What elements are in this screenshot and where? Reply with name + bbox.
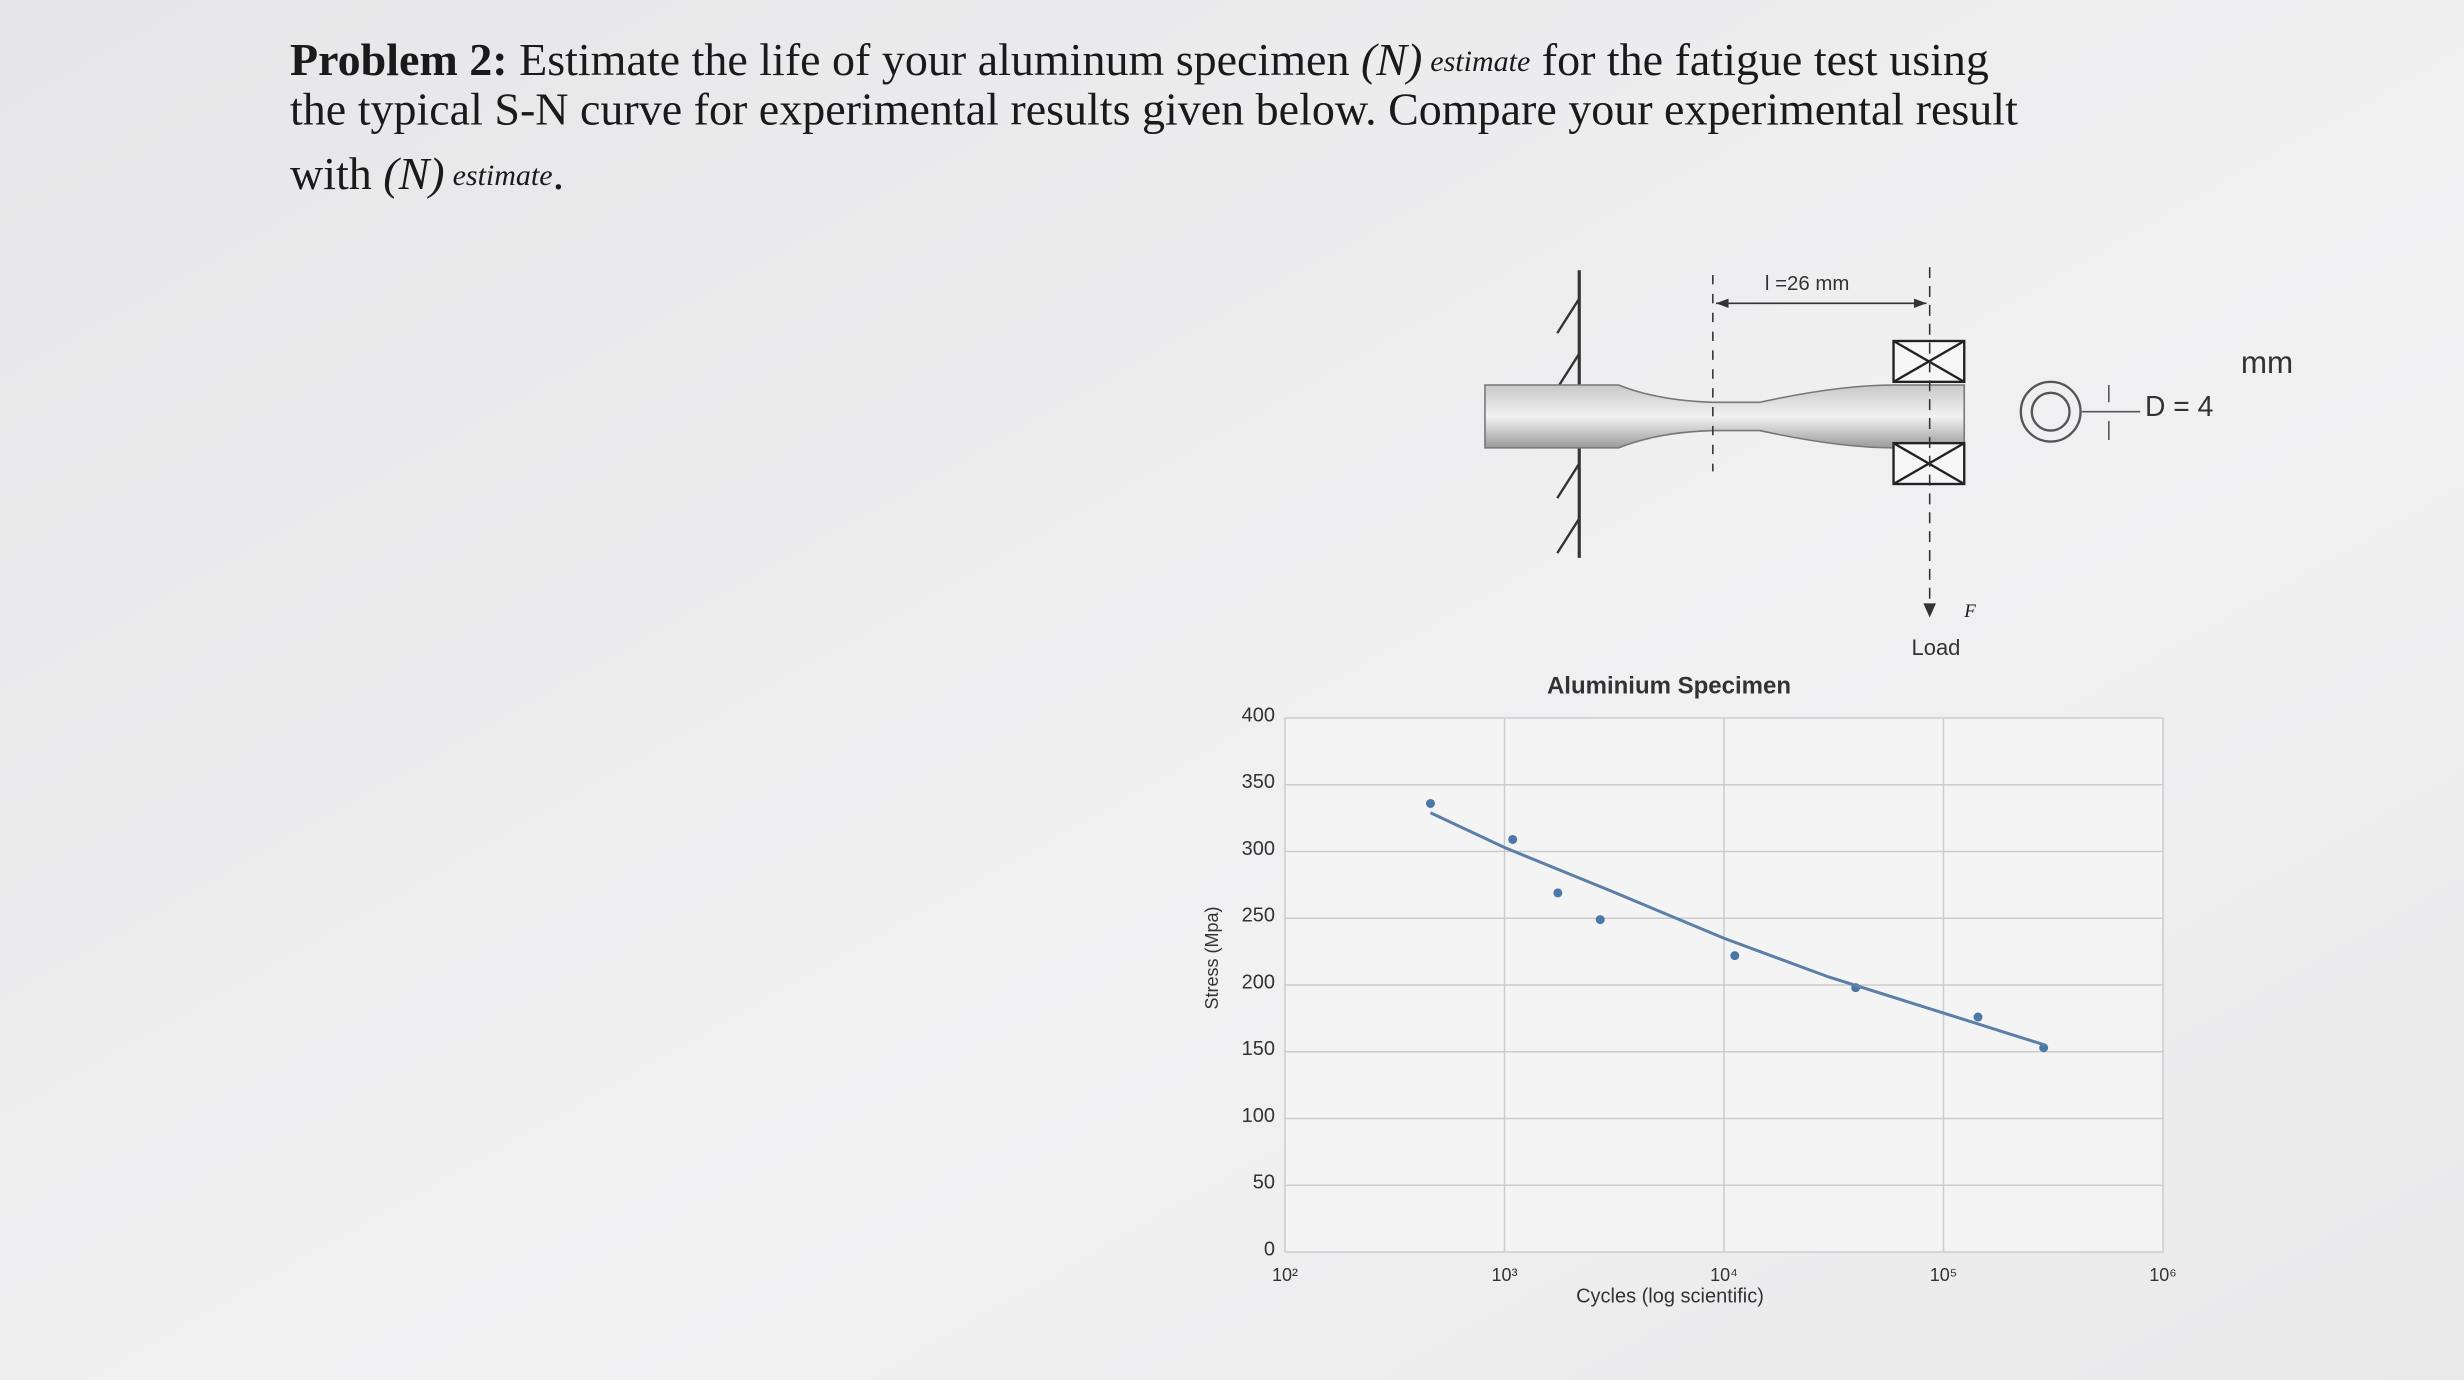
subscript: estimate (453, 159, 553, 192)
trend-line (1429, 811, 2046, 1047)
symbol: (N) (383, 148, 444, 199)
y-tick-label: 50 (1253, 1172, 1275, 1194)
x-tick-label: 10⁴ (1710, 1265, 1738, 1285)
x-tick-label: 10⁵ (1930, 1265, 1957, 1285)
problem-line: the typical S-N curve for experimental r… (290, 84, 2018, 135)
problem-line: Problem 2: Estimate the life of your alu… (290, 34, 1989, 85)
data-point (1595, 915, 1605, 925)
text: . (553, 148, 565, 199)
text: with (290, 148, 383, 199)
data-point (1730, 951, 1740, 961)
force-label: F (1963, 601, 1976, 622)
chart: 0 50 100 150 200 250 300 350 400 10² 10³ 10⁴ 10⁵ 10⁶ A… (1202, 672, 2177, 1307)
y-tick-label: 200 (1242, 971, 1275, 993)
data-point (1425, 798, 1435, 808)
diameter-label: D = 4 (2145, 390, 2213, 422)
subscript: estimate (1430, 45, 1530, 78)
chart-title: Aluminium Specimen (1547, 672, 1791, 699)
data-point (1553, 888, 1563, 898)
y-tick-label: 350 (1242, 771, 1275, 793)
load-label: Load (1912, 635, 1961, 660)
problem-text: Problem 2: Estimate the life of your alu… (290, 34, 2018, 199)
y-axis-label: Stress (Mpa) (1202, 906, 1222, 1009)
y-tick-label: 100 (1242, 1105, 1275, 1127)
length-label: l =26 mm (1765, 273, 1849, 295)
y-tick-label: 300 (1242, 838, 1275, 860)
unit-label: mm (2241, 345, 2293, 380)
x-tick-label: 10² (1272, 1265, 1298, 1285)
problem-line: with (N) estimate. (290, 148, 564, 199)
y-tick-label: 250 (1242, 905, 1275, 927)
data-point (1508, 834, 1518, 844)
text: Estimate the life of your aluminum speci… (508, 34, 1361, 85)
x-axis-label: Cycles (log scientific) (1576, 1285, 1764, 1307)
y-tick-label: 400 (1242, 704, 1275, 726)
text: for the fatigue test using (1530, 34, 1989, 85)
y-tick-label: 150 (1242, 1038, 1275, 1060)
specimen-diagram: l =26 mm F Load D = 4 mm (1484, 267, 2293, 660)
data-point (1973, 1012, 1983, 1022)
y-tick-label: 0 (1264, 1238, 1275, 1260)
x-tick-label: 10³ (1491, 1265, 1517, 1285)
problem-label: Problem 2: (290, 34, 508, 85)
symbol: (N) (1361, 34, 1422, 85)
x-tick-label: 10⁶ (2149, 1265, 2176, 1285)
